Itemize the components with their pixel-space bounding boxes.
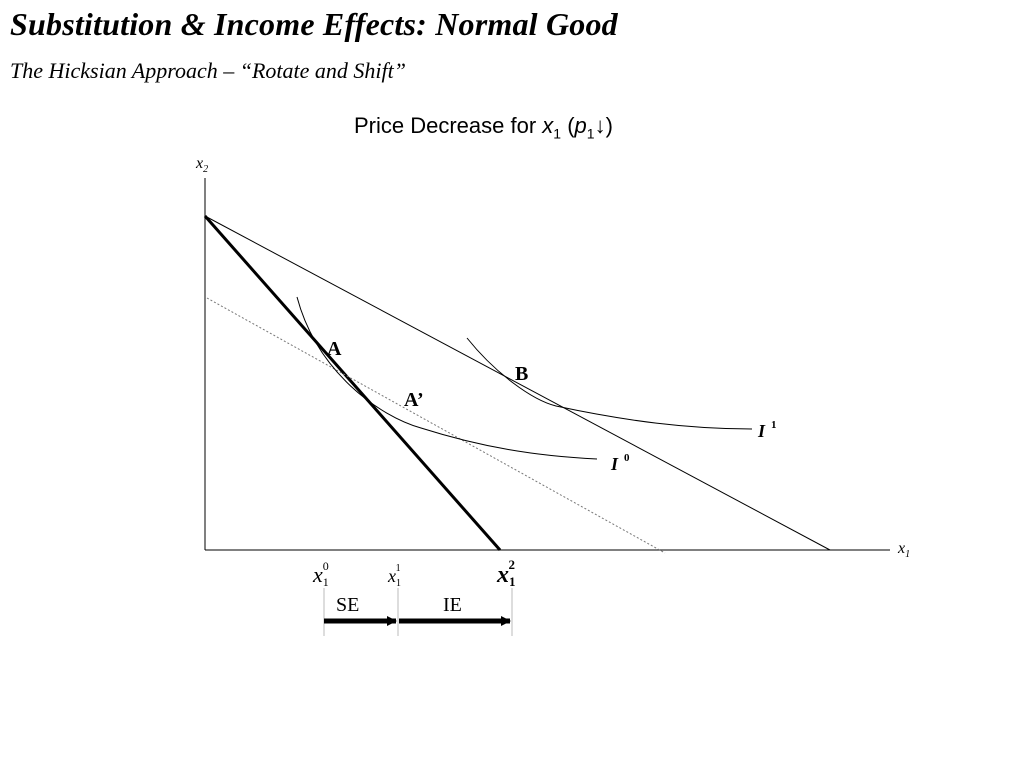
- income-effect-label: IE: [443, 594, 462, 616]
- diagram-title-price-sub: 1: [586, 125, 595, 142]
- slide-subtitle: The Hicksian Approach – “Rotate and Shif…: [10, 58, 406, 83]
- y-axis-label: x2: [195, 155, 208, 175]
- point-a-label: A: [327, 338, 342, 360]
- compensated-budget-line: [206, 297, 666, 554]
- slide-title: Substitution & Income Effects: Normal Go…: [10, 6, 618, 42]
- diagram-title-open: (: [561, 113, 575, 138]
- point-a-prime-label: A’: [404, 389, 424, 411]
- substitution-effect-label: SE: [336, 594, 359, 616]
- diagram-title-var-sub: 1: [553, 125, 562, 142]
- point-b-label: B: [515, 363, 528, 385]
- new-budget-line: [204, 215, 831, 551]
- diagram-title-close: ): [605, 113, 613, 138]
- diagram-title: Price Decrease for x1 (p1↓): [354, 113, 613, 141]
- tick-label-x1-0: x10: [312, 559, 329, 589]
- initial-budget-line: [203, 215, 502, 551]
- x-axis-label: x1: [897, 540, 910, 560]
- indifference-curve-i1: [466, 337, 753, 430]
- diagram-title-price: p: [574, 113, 587, 138]
- diagram-title-arrow: ↓: [594, 113, 606, 138]
- indifference-curve-i0: [296, 296, 598, 460]
- diagram-title-prefix: Price Decrease for: [354, 113, 543, 138]
- tick-label-x1-2: x12: [496, 557, 516, 589]
- tick-label-x1-1: x11: [387, 563, 401, 589]
- diagram-title-var: x: [542, 113, 554, 138]
